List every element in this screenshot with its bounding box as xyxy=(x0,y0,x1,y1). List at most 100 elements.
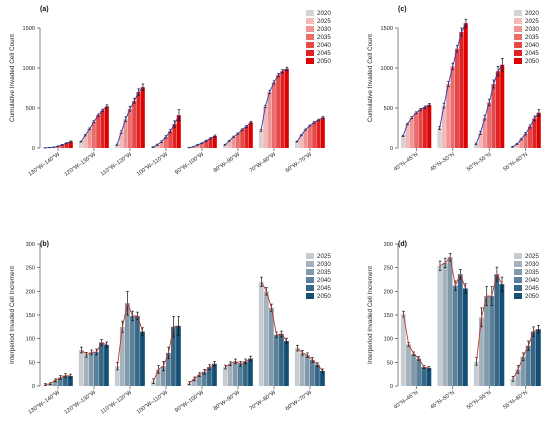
bar xyxy=(94,351,99,386)
bar xyxy=(58,377,63,386)
bar xyxy=(63,375,68,386)
bar xyxy=(514,144,519,148)
y-axis-title: Cumulative Invaded Cell Count xyxy=(9,34,16,122)
bar xyxy=(83,354,89,386)
bar xyxy=(520,356,526,386)
bar xyxy=(176,115,181,148)
bar xyxy=(284,341,289,386)
bar xyxy=(279,333,284,386)
bar xyxy=(473,361,479,386)
legend-swatch xyxy=(514,18,522,24)
legend-swatch xyxy=(306,261,314,267)
legend-label: 2030 xyxy=(317,261,331,268)
chart-panel-a: (a) 0 500 1000 1500 Cumulative Invaded Cell C… xyxy=(9,6,331,178)
y-tick-label: 1500 xyxy=(23,26,35,32)
bar xyxy=(100,110,105,148)
bar xyxy=(68,141,73,148)
y-tick-label: 1000 xyxy=(381,66,393,72)
bar xyxy=(478,132,483,148)
bar xyxy=(222,144,227,148)
legend-label: 2030 xyxy=(525,26,539,33)
bar xyxy=(222,367,228,386)
trend-line xyxy=(116,301,144,367)
bar xyxy=(114,366,120,386)
bar xyxy=(284,68,289,148)
bar xyxy=(191,378,197,386)
x-tick-label: 120°W–130°W xyxy=(64,389,98,415)
legend-label: 2030 xyxy=(317,26,331,33)
legend-swatch xyxy=(514,293,522,299)
y-tick-label: 0 xyxy=(32,384,35,390)
bar xyxy=(422,107,427,148)
bar xyxy=(414,112,419,148)
legend-swatch xyxy=(306,253,314,259)
bar xyxy=(267,92,272,148)
x-tick-label: 80°W–90°W xyxy=(213,389,242,412)
bar xyxy=(135,315,140,386)
legend-swatch xyxy=(306,277,314,283)
legend-label: 2050 xyxy=(525,293,539,300)
trend-line xyxy=(188,135,216,149)
bar xyxy=(494,274,500,386)
trend-line xyxy=(152,325,179,382)
y-tick-label: 0 xyxy=(390,146,393,152)
bar-group xyxy=(150,109,181,148)
x-tick-label: 100°W–110°W xyxy=(136,151,170,177)
legend-label: 2050 xyxy=(525,58,539,65)
bar xyxy=(91,121,96,148)
bar xyxy=(130,315,135,386)
trend-line xyxy=(81,341,107,356)
bar xyxy=(527,126,533,148)
bar xyxy=(307,125,312,148)
bar-group xyxy=(294,344,325,386)
legend-label: 2045 xyxy=(317,50,331,57)
bar xyxy=(258,281,264,386)
bar xyxy=(479,317,484,386)
bar-group xyxy=(510,325,541,386)
bar xyxy=(68,376,73,386)
bar xyxy=(166,352,171,386)
bar xyxy=(484,296,489,386)
bar xyxy=(168,131,173,148)
bar xyxy=(515,369,521,386)
bar xyxy=(88,352,94,386)
bar xyxy=(119,326,125,386)
bar xyxy=(240,129,245,148)
y-tick-label: 50 xyxy=(29,360,35,366)
bar xyxy=(304,355,310,386)
legend-label: 2035 xyxy=(317,269,331,276)
bar xyxy=(191,146,196,148)
panel-label: (d) xyxy=(398,241,407,248)
bar xyxy=(462,288,468,386)
bar xyxy=(171,326,176,386)
legend-swatch xyxy=(514,26,522,32)
bar xyxy=(176,325,181,386)
bar xyxy=(207,367,212,386)
legend-swatch xyxy=(306,50,314,56)
chart-panel-c: (c) 0 500 1000 1500 Cumulative Invaded Cell C… xyxy=(367,6,541,173)
trend-line xyxy=(80,106,108,142)
bar-group xyxy=(222,355,253,386)
legend-label: 2040 xyxy=(317,277,331,284)
y-tick-label: 250 xyxy=(384,266,393,272)
bar xyxy=(510,378,516,386)
bar xyxy=(276,75,281,148)
bar xyxy=(316,120,321,148)
bar-group xyxy=(510,109,541,148)
legend-label: 2025 xyxy=(525,253,539,260)
bar xyxy=(155,369,161,386)
bar xyxy=(519,139,524,148)
legend-swatch xyxy=(514,253,522,259)
bar xyxy=(271,82,276,148)
legend-swatch xyxy=(514,261,522,267)
bar xyxy=(441,105,446,148)
legend-label: 2040 xyxy=(525,277,539,284)
bar xyxy=(446,84,451,148)
legend-label: 2020 xyxy=(317,10,331,17)
bar xyxy=(530,331,536,386)
y-tick-label: 150 xyxy=(384,313,393,319)
bar xyxy=(405,124,410,148)
